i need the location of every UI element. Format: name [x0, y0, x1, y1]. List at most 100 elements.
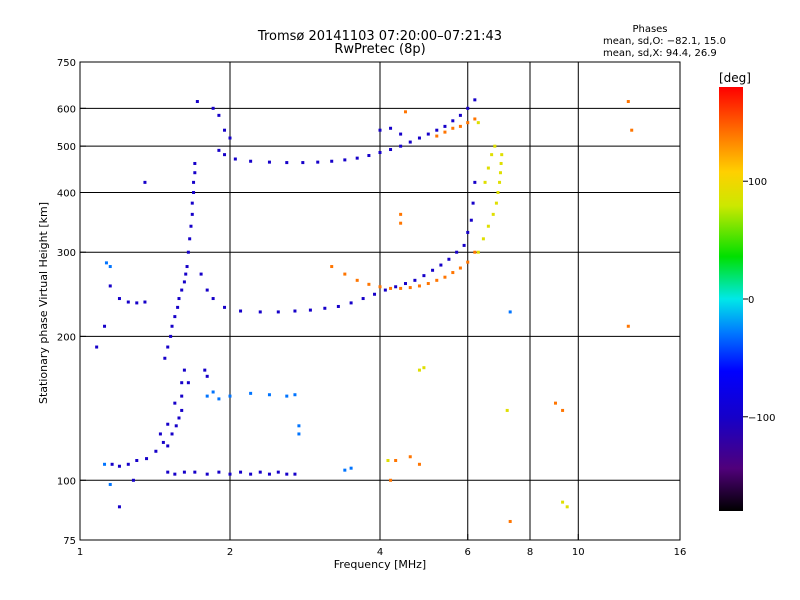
y-axis-label: Stationary phase Virtual Height [km] — [37, 202, 50, 404]
data-point — [505, 408, 509, 412]
data-point — [443, 275, 447, 279]
data-point — [458, 266, 462, 270]
data-point — [378, 128, 382, 132]
data-point — [145, 457, 149, 461]
data-point — [378, 150, 382, 154]
data-point — [293, 309, 297, 313]
data-point — [343, 468, 347, 472]
data-point — [355, 278, 359, 282]
y-tick-label: 750 — [57, 58, 76, 69]
data-point — [186, 250, 190, 254]
data-point — [565, 505, 569, 509]
data-point — [473, 250, 477, 254]
data-point — [193, 161, 197, 165]
data-point — [177, 297, 181, 301]
data-point — [553, 401, 557, 405]
data-point — [126, 300, 130, 304]
data-point — [199, 272, 203, 276]
data-point — [499, 161, 503, 165]
data-point — [193, 470, 197, 474]
data-point — [166, 470, 170, 474]
data-point — [355, 156, 359, 160]
data-point — [490, 153, 494, 157]
data-point — [126, 462, 130, 466]
x-tick-label: 2 — [227, 547, 233, 558]
data-point — [143, 300, 147, 304]
data-point — [267, 393, 271, 397]
data-point — [422, 274, 426, 278]
data-point — [417, 462, 421, 466]
data-point — [439, 263, 443, 267]
data-point — [330, 159, 334, 163]
data-point — [426, 132, 430, 136]
x-tick-label: 8 — [527, 547, 533, 558]
y-tick-label: 400 — [57, 188, 76, 199]
data-point — [473, 98, 477, 102]
data-point — [462, 243, 466, 247]
data-point — [223, 128, 227, 132]
data-point — [297, 432, 301, 436]
data-point — [496, 190, 500, 194]
data-point — [117, 505, 121, 509]
colorbar-tick-label: −100 — [748, 413, 775, 424]
data-point — [349, 466, 353, 470]
data-point — [451, 119, 455, 123]
data-point — [180, 394, 184, 398]
data-point — [192, 180, 196, 184]
data-point — [349, 301, 353, 305]
y-tick-label: 75 — [63, 536, 76, 547]
data-point — [267, 472, 271, 476]
data-point — [408, 286, 412, 290]
y-tick-label: 500 — [57, 142, 76, 153]
data-point — [455, 250, 459, 254]
data-point — [180, 288, 184, 292]
data-point — [330, 265, 334, 269]
data-point — [166, 345, 170, 349]
chart-subtitle: RwPretec (8p) — [334, 42, 425, 57]
data-point — [188, 237, 192, 241]
data-point — [403, 110, 407, 114]
data-point — [249, 391, 253, 395]
data-point — [476, 121, 480, 125]
x-tick-label: 6 — [465, 547, 471, 558]
data-point — [399, 132, 403, 136]
data-point — [486, 224, 490, 228]
data-point — [217, 113, 221, 117]
data-point — [435, 128, 439, 132]
data-point — [117, 297, 121, 301]
data-point — [343, 272, 347, 276]
data-point — [184, 272, 188, 276]
data-point — [203, 368, 207, 372]
data-point — [205, 374, 209, 378]
data-point — [373, 292, 377, 296]
data-point — [135, 301, 139, 305]
data-point — [361, 297, 365, 301]
data-point — [95, 345, 99, 349]
data-point — [471, 201, 475, 205]
data-point — [413, 278, 417, 282]
data-point — [561, 408, 565, 412]
data-point — [239, 470, 243, 474]
data-point — [403, 282, 407, 286]
data-point — [367, 282, 371, 286]
colorbar-scale — [719, 87, 743, 511]
data-point — [108, 265, 112, 269]
data-point — [626, 324, 630, 328]
data-point — [182, 470, 186, 474]
y-tick-label: 100 — [57, 476, 76, 487]
chart-title: Tromsø 20141103 07:20:00–07:21:43 — [257, 29, 502, 44]
data-point — [336, 304, 340, 308]
data-point — [483, 180, 487, 184]
data-point — [285, 394, 289, 398]
data-point — [408, 455, 412, 459]
data-point — [394, 458, 398, 462]
data-point — [343, 158, 347, 162]
data-point — [103, 462, 107, 466]
data-point — [399, 144, 403, 148]
data-point — [108, 482, 112, 486]
data-point — [217, 148, 221, 152]
data-point — [190, 201, 194, 205]
data-point — [161, 440, 165, 444]
data-point — [217, 397, 221, 401]
